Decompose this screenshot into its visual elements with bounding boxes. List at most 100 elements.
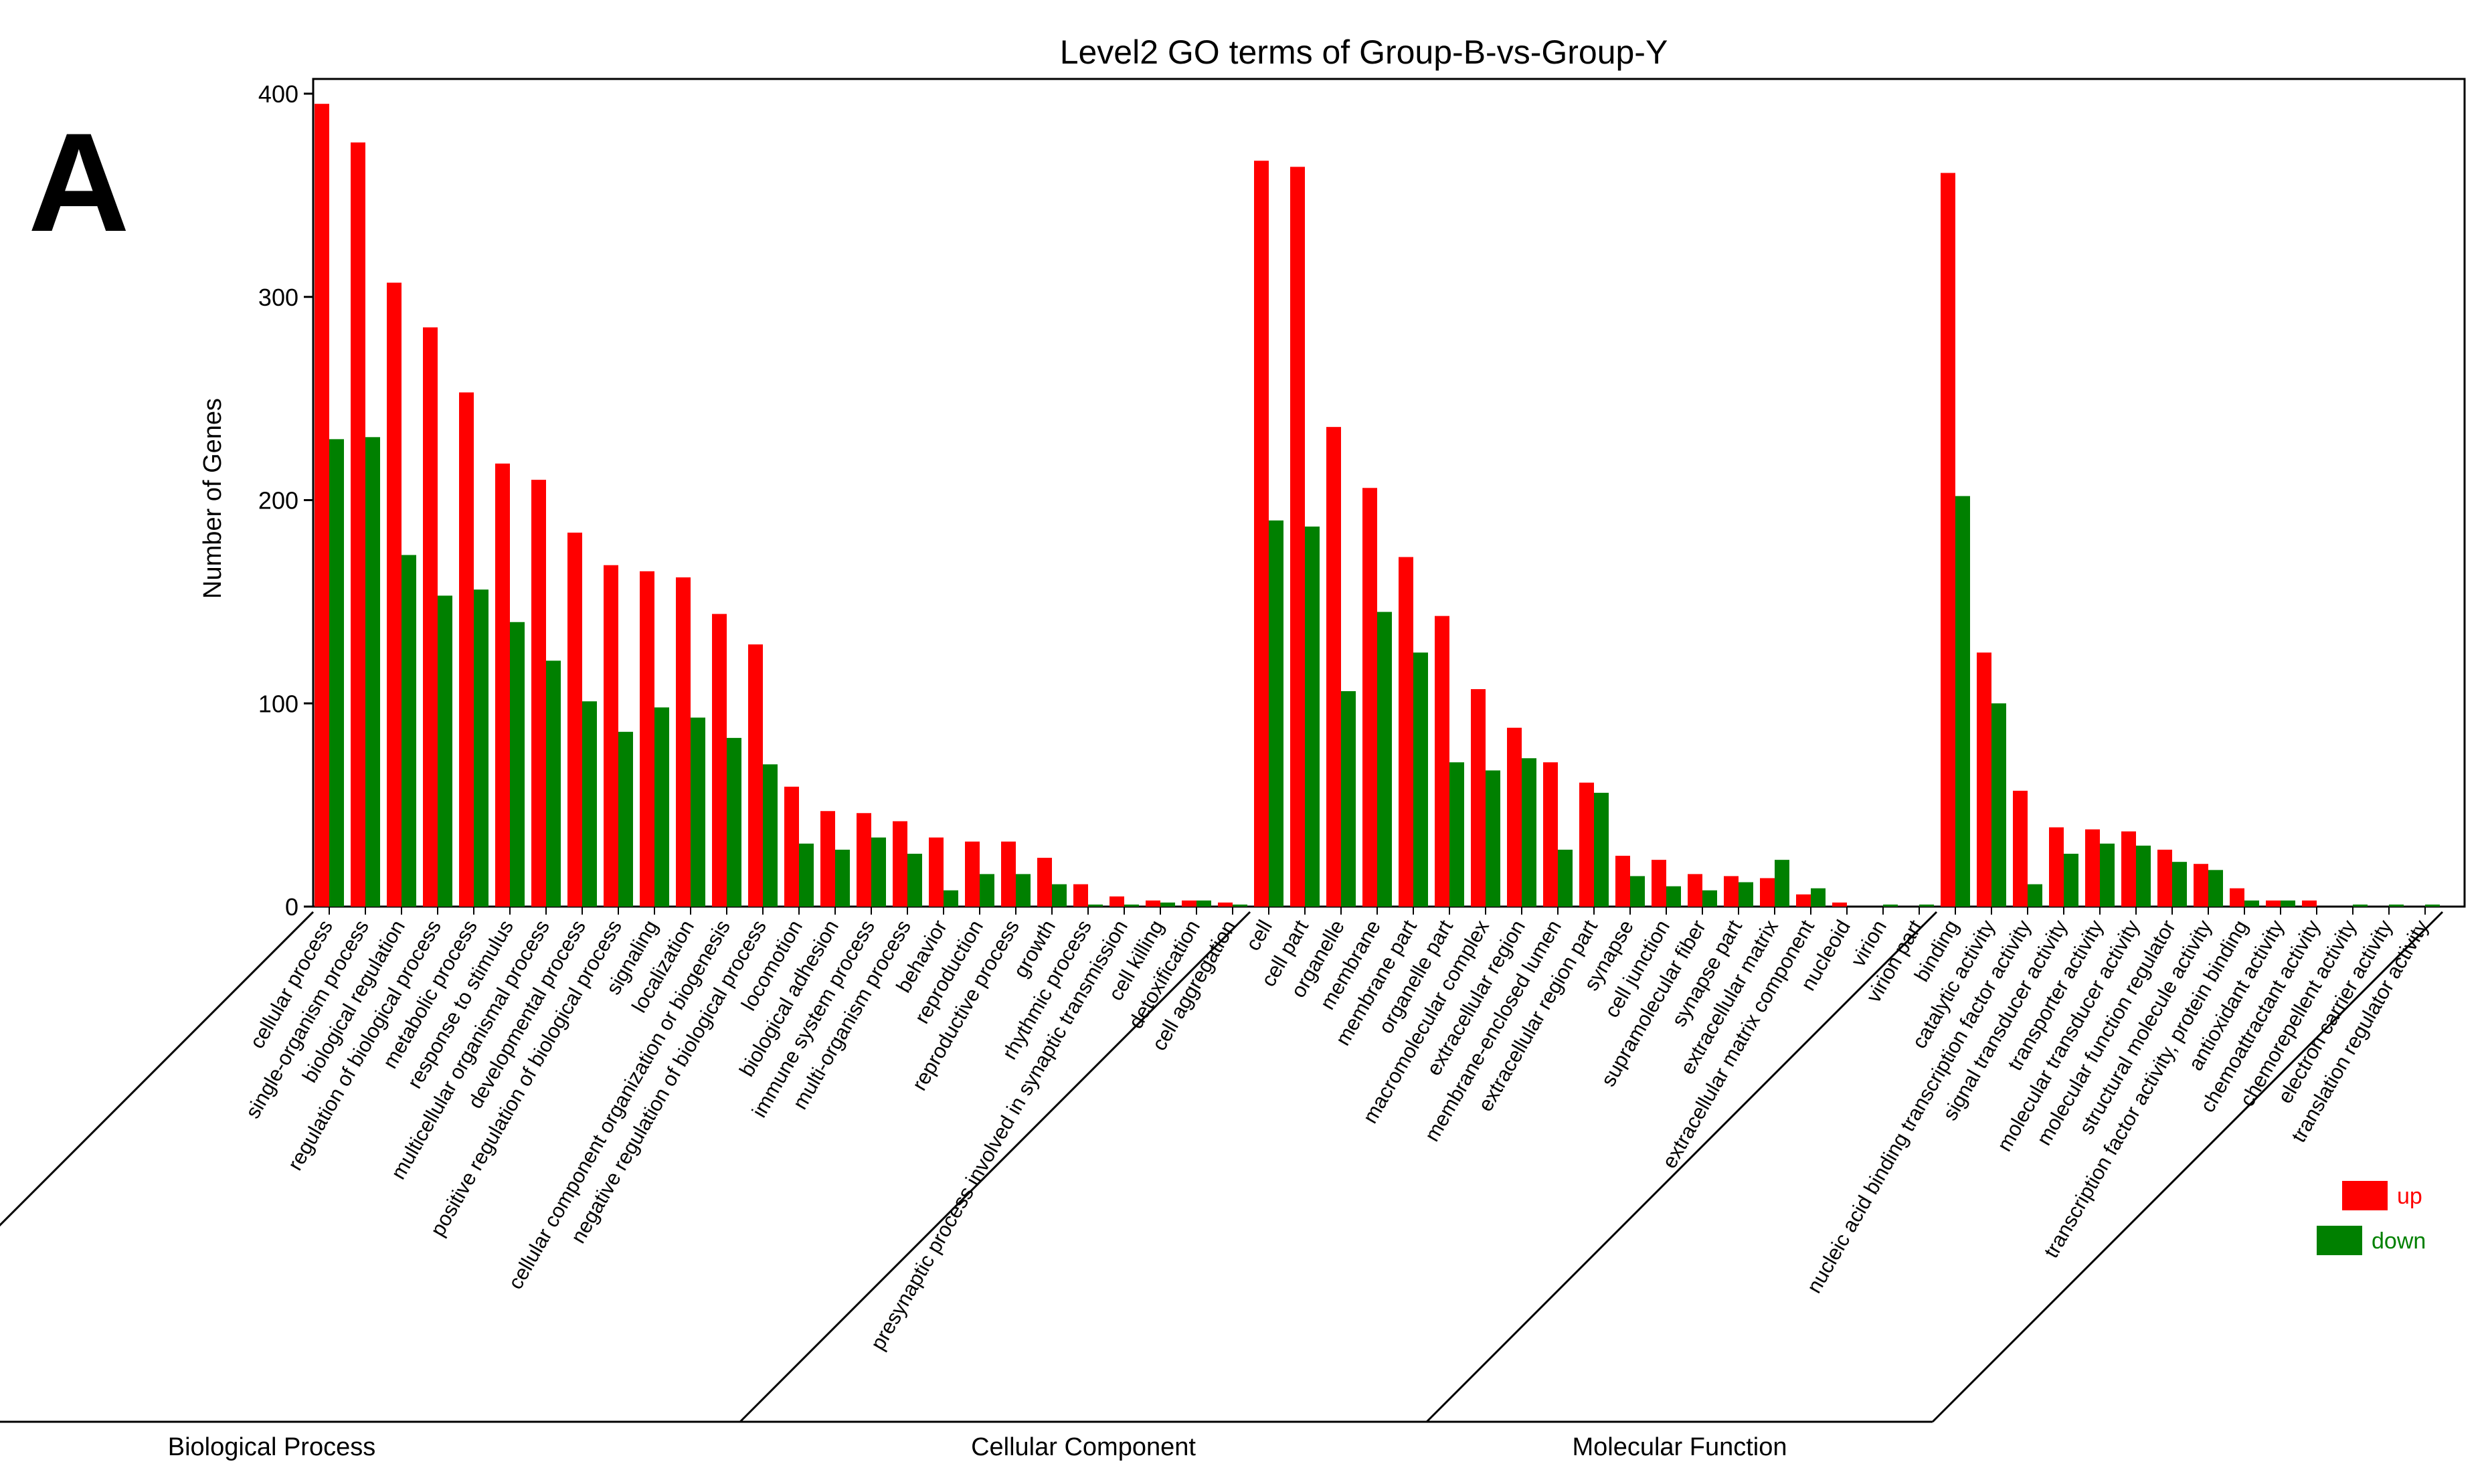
bar-down	[1883, 904, 1898, 907]
y-tick-label: 400	[258, 80, 298, 108]
bar-up	[1615, 856, 1630, 907]
bar-up	[387, 282, 402, 907]
bar-down	[654, 707, 669, 907]
bar-down	[1955, 496, 1970, 907]
bar-down	[1811, 888, 1826, 907]
bar-up	[893, 821, 907, 907]
bar-up	[2302, 900, 2317, 907]
group-bracket-edge	[739, 911, 1251, 1423]
bar-down	[2389, 904, 2404, 907]
bar-up	[784, 786, 799, 907]
bar-up	[315, 104, 329, 907]
bar-up	[567, 533, 582, 907]
y-axis-label: Number of Genes	[199, 398, 227, 599]
bar-down	[1088, 904, 1103, 907]
bar-up	[857, 813, 871, 907]
bar-down	[474, 589, 488, 907]
bar-down	[1413, 652, 1428, 907]
bar-down	[1341, 691, 1356, 907]
bar-down	[1305, 526, 1320, 907]
group-name-label: Biological Process	[168, 1433, 375, 1461]
bar-up	[1652, 860, 1666, 907]
bar-down	[1124, 904, 1139, 907]
bar-up	[531, 480, 546, 907]
bar-down	[871, 837, 886, 907]
bar-down	[1269, 520, 1283, 907]
bar-down	[2208, 870, 2223, 907]
bar-down	[1233, 904, 1247, 907]
bar-up	[1688, 874, 1702, 907]
bar-down	[1594, 792, 1609, 907]
bar-up	[2194, 864, 2208, 907]
bar-up	[929, 837, 944, 907]
group-bracket-edge	[1931, 911, 2444, 1423]
bar-down	[582, 701, 597, 907]
y-tick-label: 0	[285, 893, 298, 921]
bar-up	[1724, 876, 1739, 907]
bar-up	[965, 841, 980, 907]
bar-up	[1941, 173, 1955, 907]
bar-down	[799, 843, 814, 907]
bar-up	[748, 644, 763, 907]
bar-up	[2157, 849, 2172, 907]
bar-up	[1326, 427, 1341, 907]
legend-label-up: up	[2397, 1184, 2422, 1209]
bar-up	[676, 577, 691, 907]
bar-up	[1579, 782, 1594, 907]
bar-down	[1775, 860, 1789, 907]
bar-down	[2100, 843, 2115, 907]
bar-down	[1666, 886, 1681, 907]
bar-down	[1196, 900, 1211, 907]
group-bracket-edge	[0, 911, 315, 1227]
bar-down	[1702, 890, 1717, 907]
bar-up	[712, 614, 727, 907]
group-bracket-edge	[1425, 911, 1938, 1423]
bar-up	[2049, 827, 2064, 907]
bar-down	[727, 737, 741, 907]
bar-down	[1739, 882, 1753, 907]
bar-up	[1254, 161, 1269, 907]
bar-up	[1182, 900, 1196, 907]
bar-down	[1522, 758, 1536, 907]
bar-up	[1507, 727, 1522, 907]
bar-down	[1449, 762, 1464, 907]
bar-up	[2230, 888, 2244, 907]
bar-down	[2064, 854, 2078, 907]
bar-up	[1832, 902, 1847, 907]
bar-up	[1362, 488, 1377, 907]
x-tick-label: cell	[1241, 916, 1277, 955]
bar-down	[438, 595, 452, 907]
bar-up	[2085, 829, 2100, 907]
bar-up	[604, 565, 618, 907]
bar-down	[546, 660, 561, 907]
bar-down	[1630, 876, 1645, 907]
bar-up	[640, 571, 654, 907]
y-axis: 0 100 200 300 400	[258, 80, 313, 921]
bar-up	[2266, 900, 2281, 907]
bar-up	[423, 327, 438, 907]
bar-up	[1146, 900, 1160, 907]
bar-down	[2425, 904, 2440, 907]
bar-up	[2013, 790, 2028, 907]
bar-down	[1919, 904, 1934, 907]
bar-down	[2136, 845, 2151, 907]
group-name-label: Cellular Component	[971, 1433, 1196, 1461]
bar-up	[459, 392, 474, 907]
panel-label: A	[28, 104, 130, 261]
bars	[315, 104, 2440, 907]
bar-down	[365, 437, 380, 907]
bar-down	[763, 764, 778, 907]
bar-up	[1218, 902, 1233, 907]
bar-down	[2244, 900, 2259, 907]
bar-down	[691, 717, 705, 907]
y-tick-label: 200	[258, 487, 298, 515]
bar-up	[1435, 616, 1449, 907]
bar-up	[495, 463, 510, 907]
bar-down	[2281, 900, 2295, 907]
bar-down	[1160, 902, 1175, 907]
bar-down	[2028, 884, 2042, 907]
group-brackets: Biological Process Cellular Component Mole…	[0, 911, 2444, 1461]
chart-title: Level2 GO terms of Group-B-vs-Group-Y	[1060, 33, 1668, 71]
bar-up	[1037, 858, 1052, 907]
